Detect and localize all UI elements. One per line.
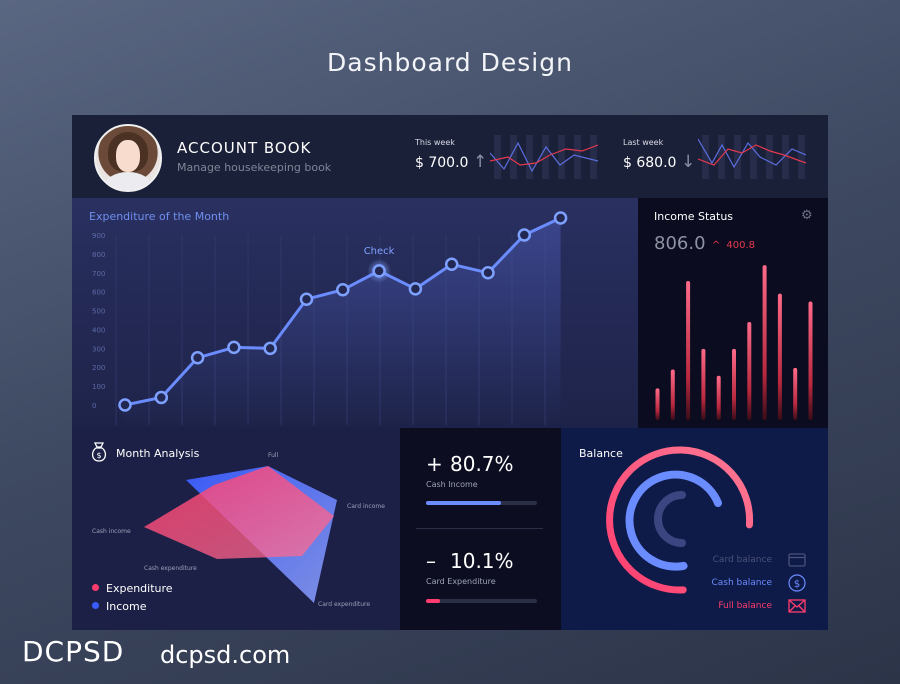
brand-name: DCPSD xyxy=(22,635,125,668)
data-point xyxy=(481,266,495,280)
y-tick-label: 700 xyxy=(92,270,105,278)
arrow-up-icon: ↑ xyxy=(473,152,488,172)
data-point xyxy=(517,228,532,242)
data-point xyxy=(154,390,169,405)
income-status-panel: Income Status ⚙ 806.0 ^ 400.8 xyxy=(638,198,828,428)
income-bar-chart[interactable] xyxy=(638,198,828,428)
expenditure-line-chart[interactable]: 0 100 200 300 400 500 600 700 800 900 Check xyxy=(72,198,638,428)
data-point xyxy=(336,283,350,297)
card-expenditure-percent: –10.1% xyxy=(426,549,514,573)
y-tick-label: 0 xyxy=(92,402,96,410)
data-point xyxy=(118,398,132,412)
card-balance-ring xyxy=(654,491,686,547)
dashboard: ACCOUNT BOOK Manage housekeeping book Th… xyxy=(72,115,828,630)
cash-balance-label: Cash balance xyxy=(711,578,773,588)
label-cash-income: Cash income xyxy=(92,528,131,535)
label-card-expenditure: Card expenditure xyxy=(318,601,371,608)
this-week-value: $ 700.0 xyxy=(415,155,469,171)
svg-text:$: $ xyxy=(794,579,800,590)
data-point xyxy=(227,340,241,355)
last-week-sparkline xyxy=(698,135,806,179)
divider xyxy=(416,528,543,529)
data-point xyxy=(299,292,314,306)
balance-panel: Balance Card balance Cash balance $ xyxy=(561,428,828,630)
gear-icon[interactable]: ⚙ xyxy=(801,208,813,223)
data-point xyxy=(408,282,423,296)
arrow-down-icon: ↓ xyxy=(681,152,696,172)
label-cash-expenditure: Cash expenditure xyxy=(144,565,197,572)
y-tick-label: 300 xyxy=(92,345,105,353)
mail-icon xyxy=(788,599,806,613)
month-analysis-title: Month Analysis xyxy=(116,447,200,460)
income-bar xyxy=(732,348,736,420)
account-book-title: ACCOUNT BOOK xyxy=(177,139,312,157)
income-delta: ^ 400.8 xyxy=(712,240,755,251)
page-title: Dashboard Design xyxy=(327,48,573,77)
expenditure-area xyxy=(125,218,561,425)
dollar-icon: $ xyxy=(788,574,806,592)
income-bar xyxy=(686,280,691,420)
full-balance-ring xyxy=(606,446,754,594)
month-analysis-panel: $ Month Analysis Full Card income Cash i… xyxy=(72,428,400,630)
label-full: Full xyxy=(268,452,279,459)
svg-text:$: $ xyxy=(96,451,101,460)
data-point xyxy=(444,257,459,272)
cash-income-progress xyxy=(426,501,537,505)
y-tick-label: 600 xyxy=(92,289,105,297)
cash-panel: +80.7% Cash Income –10.1% Card Expenditu… xyxy=(400,428,561,630)
income-bar xyxy=(777,293,782,420)
header-bar: ACCOUNT BOOK Manage housekeeping book Th… xyxy=(72,115,828,198)
income-bar xyxy=(716,375,721,420)
money-bag-icon: $ xyxy=(91,442,107,462)
income-bar xyxy=(670,369,675,420)
data-point xyxy=(263,341,277,356)
income-bar xyxy=(762,265,767,420)
data-point xyxy=(190,351,205,365)
income-bar xyxy=(793,367,798,420)
income-bar xyxy=(655,388,660,420)
y-tick-label: 800 xyxy=(92,251,105,259)
y-tick-label: 200 xyxy=(92,364,105,372)
data-point xyxy=(372,264,386,278)
account-book-subtitle: Manage housekeeping book xyxy=(177,161,332,174)
data-point xyxy=(553,211,568,225)
income-delta-value: 400.8 xyxy=(726,240,756,251)
brand-url[interactable]: dcpsd.com xyxy=(160,641,291,669)
expenditure-title: Expenditure of the Month xyxy=(89,210,230,223)
label-card-income: Card income xyxy=(347,503,385,510)
card-balance-label: Card balance xyxy=(712,555,772,565)
card-expenditure-label: Card Expenditure xyxy=(426,577,496,586)
income-status-title: Income Status xyxy=(654,210,734,223)
month-analysis-radar[interactable] xyxy=(72,428,400,630)
y-tick-label: 900 xyxy=(92,232,105,240)
last-week-label: Last week xyxy=(623,138,664,147)
card-expenditure-progress xyxy=(426,599,537,603)
income-value: 806.0 xyxy=(654,233,706,254)
income-bar xyxy=(701,348,706,420)
expenditure-shape xyxy=(144,466,334,559)
caret-up-icon: ^ xyxy=(712,240,721,251)
income-bar xyxy=(808,301,813,420)
legend-income[interactable]: Income xyxy=(92,600,146,613)
y-tick-label: 500 xyxy=(92,308,105,316)
card-icon xyxy=(788,553,806,567)
balance-title: Balance xyxy=(579,447,623,460)
cash-income-label: Cash Income xyxy=(426,480,478,489)
full-balance-label: Full balance xyxy=(718,601,772,611)
y-tick-label: 100 xyxy=(92,383,105,391)
last-week-value: $ 680.0 xyxy=(623,155,677,171)
y-tick-label: 400 xyxy=(92,326,105,334)
expenditure-panel: Expenditure of the Month 0 100 200 300 400 50… xyxy=(72,198,638,428)
income-bar xyxy=(747,322,752,420)
cash-balance-ring xyxy=(625,470,722,571)
this-week-sparkline xyxy=(490,135,598,179)
this-week-label: This week xyxy=(415,138,455,147)
check-label: Check xyxy=(364,246,395,257)
legend-expenditure[interactable]: Expenditure xyxy=(92,582,173,595)
cash-income-percent: +80.7% xyxy=(426,452,514,476)
balance-rings[interactable] xyxy=(561,428,828,630)
avatar[interactable] xyxy=(94,124,162,192)
